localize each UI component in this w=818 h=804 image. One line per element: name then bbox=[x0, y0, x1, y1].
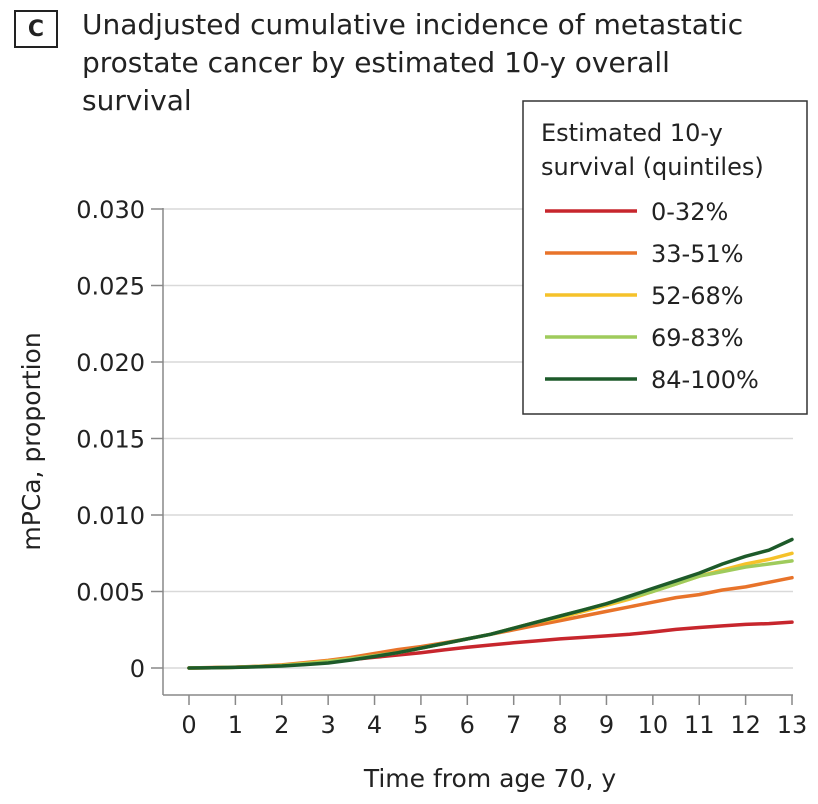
legend: Estimated 10-y survival (quintiles) 0-32% 3… bbox=[522, 100, 808, 415]
legend-label-69-83%: 69-83% bbox=[651, 324, 744, 352]
y-tick-label-0: 0 bbox=[130, 655, 145, 683]
legend-label-84-100%: 84-100% bbox=[651, 366, 759, 394]
x-tick-label-9: 9 bbox=[599, 711, 614, 739]
y-tick-label-6: 0.030 bbox=[76, 196, 145, 224]
x-tick-label-8: 8 bbox=[552, 711, 567, 739]
title-line-2: prostate cancer by estimated 10-y overal… bbox=[82, 46, 670, 79]
chart-title: Unadjusted cumulative incidence of metas… bbox=[82, 6, 782, 120]
x-axis-label: Time from age 70, y bbox=[363, 764, 616, 793]
y-axis-label: mPCa, proportion bbox=[17, 332, 46, 550]
y-tick-label-3: 0.015 bbox=[76, 426, 145, 454]
title-line-3: survival bbox=[82, 84, 192, 117]
y-tick-label-1: 0.005 bbox=[76, 579, 145, 607]
panel-label-text: C bbox=[27, 16, 45, 42]
y-tick-label-4: 0.020 bbox=[76, 349, 145, 377]
series-line-84-100% bbox=[187, 537, 794, 670]
series-layer bbox=[187, 537, 794, 670]
x-tick-label-6: 6 bbox=[460, 711, 475, 739]
legend-label-52-68%: 52-68% bbox=[651, 282, 744, 310]
x-tick-label-4: 4 bbox=[367, 711, 382, 739]
x-tick-label-3: 3 bbox=[321, 711, 336, 739]
legend-title-line-1: Estimated 10-y bbox=[541, 119, 723, 147]
title-line-1: Unadjusted cumulative incidence of metas… bbox=[82, 8, 744, 41]
x-tick-label-2: 2 bbox=[274, 711, 289, 739]
y-tick-label-5: 0.025 bbox=[76, 273, 145, 301]
legend-label-0-32%: 0-32% bbox=[651, 198, 728, 226]
y-tick-label-2: 0.010 bbox=[76, 502, 145, 530]
legend-label-33-51%: 33-51% bbox=[651, 240, 744, 268]
x-tick-label-5: 5 bbox=[413, 711, 428, 739]
x-tick-label-12: 12 bbox=[730, 711, 761, 739]
panel-label: C bbox=[14, 10, 58, 48]
x-tick-label-0: 0 bbox=[181, 711, 196, 739]
x-tick-label-11: 11 bbox=[684, 711, 715, 739]
series-line-69-83% bbox=[187, 559, 794, 670]
x-tick-label-1: 1 bbox=[228, 711, 243, 739]
grid-layer bbox=[163, 208, 793, 669]
x-tick-label-7: 7 bbox=[506, 711, 521, 739]
x-tick-label-13: 13 bbox=[777, 711, 808, 739]
series-line-0-32% bbox=[187, 620, 794, 670]
legend-title-line-2: survival (quintiles) bbox=[541, 153, 764, 181]
x-tick-label-10: 10 bbox=[638, 711, 669, 739]
legend-box bbox=[522, 100, 808, 415]
